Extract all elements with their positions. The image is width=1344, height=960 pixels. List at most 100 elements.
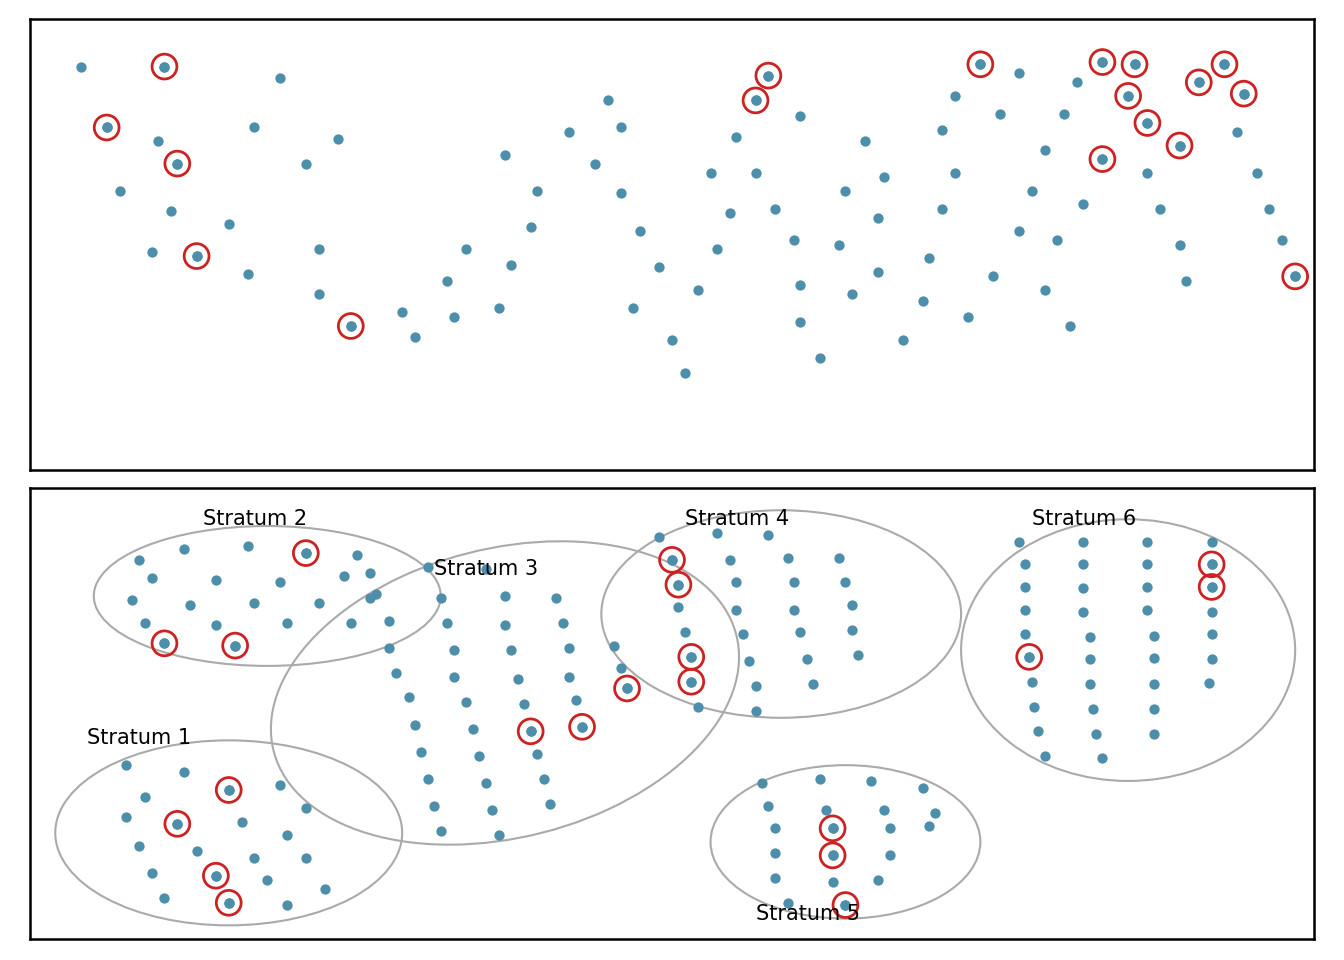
Point	[167, 156, 188, 171]
Point	[1091, 152, 1113, 167]
Point	[745, 165, 766, 180]
Point	[153, 59, 175, 74]
Point	[559, 640, 581, 656]
Point	[874, 169, 895, 184]
Point	[1142, 628, 1164, 643]
Point	[1083, 701, 1105, 716]
Point	[841, 287, 863, 302]
Point	[1259, 201, 1281, 216]
Point	[989, 107, 1011, 122]
Point	[437, 615, 458, 631]
Point	[745, 93, 766, 108]
Point	[296, 801, 317, 816]
Point	[148, 133, 169, 149]
Point	[206, 868, 227, 883]
Point	[821, 848, 844, 863]
Point	[841, 597, 863, 612]
Point	[661, 552, 683, 567]
Point	[359, 565, 380, 581]
Point	[1285, 269, 1306, 284]
Point	[1137, 534, 1159, 549]
Point	[763, 871, 785, 886]
Point	[456, 242, 477, 257]
Point	[1199, 675, 1220, 690]
Point	[379, 613, 401, 629]
Point	[243, 595, 265, 611]
Point	[1008, 224, 1030, 239]
Point	[153, 636, 175, 651]
Point	[224, 637, 246, 653]
Point	[257, 873, 278, 888]
Point	[802, 676, 824, 691]
Point	[763, 821, 785, 836]
Point	[1246, 165, 1267, 180]
Point	[167, 816, 188, 831]
Point	[185, 249, 207, 264]
Point	[379, 640, 401, 656]
Point	[1117, 88, 1138, 104]
Point	[848, 647, 870, 662]
Point	[1021, 674, 1043, 689]
Point	[1188, 75, 1210, 90]
Point	[507, 672, 528, 687]
Point	[1059, 319, 1081, 334]
Point	[1202, 579, 1223, 594]
Point	[153, 59, 175, 74]
Point	[167, 816, 188, 831]
Point	[398, 690, 419, 706]
Point	[456, 694, 477, 709]
Point	[1169, 138, 1191, 154]
Point	[732, 627, 754, 642]
Text: Stratum 6: Stratum 6	[1032, 509, 1136, 529]
Point	[296, 850, 317, 865]
Point	[1091, 751, 1113, 766]
Point	[610, 120, 632, 135]
Point	[296, 156, 317, 171]
Point	[1054, 107, 1075, 122]
Point	[218, 895, 239, 910]
Point	[495, 588, 516, 604]
Point	[763, 846, 785, 861]
Point	[1091, 55, 1113, 70]
Point	[726, 129, 747, 144]
Point	[1214, 57, 1235, 72]
Point	[758, 68, 780, 84]
Point	[1137, 557, 1159, 572]
Point	[821, 821, 844, 836]
Point	[243, 850, 265, 865]
Point	[218, 782, 239, 798]
Point	[95, 120, 117, 135]
Point	[809, 771, 831, 786]
Point	[1202, 557, 1223, 572]
Point	[488, 300, 509, 316]
Point	[931, 122, 953, 137]
Point	[622, 300, 644, 316]
Point	[1079, 652, 1101, 667]
Point	[1169, 138, 1191, 154]
Point	[564, 692, 586, 708]
Point	[629, 224, 650, 239]
Point	[892, 332, 914, 348]
Point	[571, 719, 593, 734]
Point	[726, 575, 747, 590]
Point	[462, 721, 484, 736]
Point	[1073, 557, 1094, 572]
Point	[327, 132, 348, 147]
Point	[835, 898, 856, 913]
Point	[758, 68, 780, 84]
Point	[134, 615, 156, 631]
Point	[680, 674, 702, 689]
Point	[1015, 603, 1036, 618]
Point	[1137, 603, 1159, 618]
Point	[745, 93, 766, 108]
Point	[495, 147, 516, 162]
Point	[680, 649, 702, 664]
Point	[1091, 55, 1113, 70]
Point	[552, 615, 574, 631]
Point	[816, 803, 837, 818]
Point	[1047, 232, 1068, 248]
Point	[1085, 726, 1106, 741]
Point	[675, 366, 696, 381]
Point	[969, 57, 991, 72]
Point	[532, 771, 554, 786]
